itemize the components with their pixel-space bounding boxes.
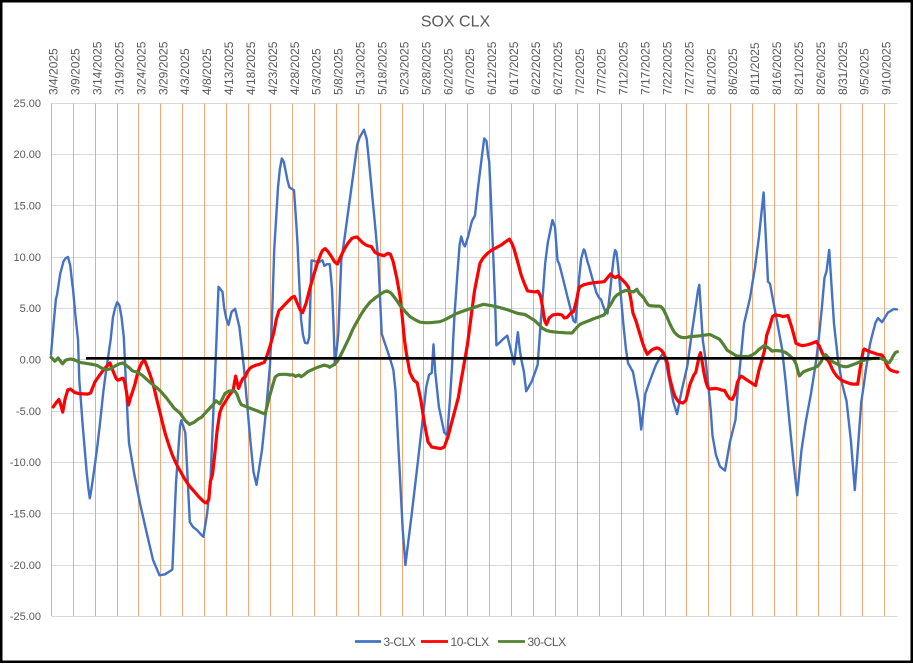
svg-text:7/12/2025: 7/12/2025 xyxy=(617,41,631,95)
svg-text:-10.00: -10.00 xyxy=(10,457,41,469)
svg-text:15.00: 15.00 xyxy=(13,201,41,213)
svg-text:4/28/2025: 4/28/2025 xyxy=(288,41,302,95)
svg-text:-25.00: -25.00 xyxy=(10,611,41,623)
svg-text:8/11/2025: 8/11/2025 xyxy=(748,42,762,95)
svg-text:10-CLX: 10-CLX xyxy=(451,635,490,649)
svg-text:6/7/2025: 6/7/2025 xyxy=(463,48,477,95)
svg-text:8/21/2025: 8/21/2025 xyxy=(792,41,806,95)
svg-text:3/24/2025: 3/24/2025 xyxy=(134,41,148,95)
svg-text:5/18/2025: 5/18/2025 xyxy=(376,41,390,95)
svg-text:30-CLX: 30-CLX xyxy=(528,635,567,649)
svg-text:10.00: 10.00 xyxy=(13,252,41,264)
svg-text:4/18/2025: 4/18/2025 xyxy=(244,41,258,95)
svg-text:5/3/2025: 5/3/2025 xyxy=(310,48,324,95)
svg-text:25.00: 25.00 xyxy=(13,98,41,110)
svg-text:-20.00: -20.00 xyxy=(10,560,41,572)
svg-text:7/2/2025: 7/2/2025 xyxy=(573,48,587,95)
svg-text:20.00: 20.00 xyxy=(13,149,41,161)
svg-text:6/17/2025: 6/17/2025 xyxy=(507,41,521,95)
svg-text:8/31/2025: 8/31/2025 xyxy=(836,41,850,95)
svg-text:6/22/2025: 6/22/2025 xyxy=(529,41,543,95)
svg-text:7/7/2025: 7/7/2025 xyxy=(595,48,609,95)
svg-text:3/19/2025: 3/19/2025 xyxy=(113,41,127,95)
svg-text:8/1/2025: 8/1/2025 xyxy=(704,48,718,95)
svg-text:3/14/2025: 3/14/2025 xyxy=(91,41,105,95)
svg-text:4/13/2025: 4/13/2025 xyxy=(222,41,236,95)
svg-text:5/13/2025: 5/13/2025 xyxy=(354,41,368,95)
svg-text:6/27/2025: 6/27/2025 xyxy=(551,41,565,95)
svg-text:0.00: 0.00 xyxy=(20,355,41,367)
svg-text:3/4/2025: 3/4/2025 xyxy=(47,48,61,95)
svg-text:-15.00: -15.00 xyxy=(10,509,41,521)
svg-text:SOX CLX: SOX CLX xyxy=(421,14,491,31)
svg-text:7/27/2025: 7/27/2025 xyxy=(682,41,696,95)
svg-text:8/6/2025: 8/6/2025 xyxy=(726,48,740,95)
svg-text:4/3/2025: 4/3/2025 xyxy=(178,48,192,95)
svg-text:5/23/2025: 5/23/2025 xyxy=(397,41,411,95)
svg-text:9/5/2025: 9/5/2025 xyxy=(858,48,872,95)
svg-text:6/12/2025: 6/12/2025 xyxy=(485,41,499,95)
svg-text:3/29/2025: 3/29/2025 xyxy=(156,41,170,95)
svg-text:8/26/2025: 8/26/2025 xyxy=(814,41,828,95)
svg-text:8/16/2025: 8/16/2025 xyxy=(770,41,784,95)
svg-text:5/8/2025: 5/8/2025 xyxy=(332,48,346,95)
svg-text:7/17/2025: 7/17/2025 xyxy=(639,41,653,95)
svg-text:5/28/2025: 5/28/2025 xyxy=(419,41,433,95)
svg-text:3-CLX: 3-CLX xyxy=(384,635,416,649)
svg-text:4/23/2025: 4/23/2025 xyxy=(266,41,280,95)
svg-text:5.00: 5.00 xyxy=(20,303,41,315)
svg-text:7/22/2025: 7/22/2025 xyxy=(661,41,675,95)
svg-text:6/2/2025: 6/2/2025 xyxy=(441,48,455,95)
svg-text:3/9/2025: 3/9/2025 xyxy=(69,48,83,95)
svg-text:-5.00: -5.00 xyxy=(16,406,41,418)
svg-text:4/8/2025: 4/8/2025 xyxy=(200,48,214,95)
svg-text:9/10/2025: 9/10/2025 xyxy=(880,41,894,95)
